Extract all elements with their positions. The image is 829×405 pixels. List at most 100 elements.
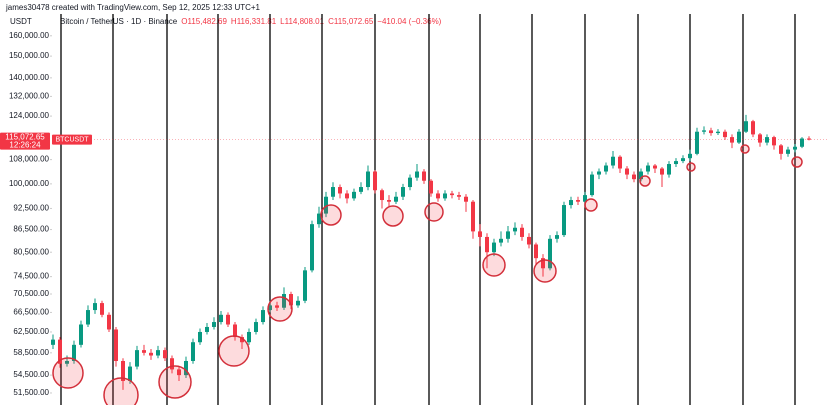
candle-body [639, 171, 643, 180]
candle-body [65, 360, 69, 364]
candle-body [436, 193, 440, 199]
candle-body [366, 171, 370, 188]
candle-body [107, 314, 111, 330]
candle-body [534, 244, 538, 259]
candle-body [79, 324, 83, 345]
candle-body [170, 358, 174, 370]
candle-body [611, 156, 615, 166]
low: L114,808.01 [280, 17, 325, 26]
candle-body [590, 174, 594, 196]
circle-annotation [740, 144, 750, 154]
y-tick-label: 92,500.00 [13, 204, 49, 213]
candle-body [352, 191, 356, 199]
y-tick-label: 80,500.00 [13, 247, 49, 256]
high: H116,331.81 [230, 17, 277, 26]
candle-body [772, 137, 776, 146]
candle-body [800, 138, 804, 147]
symbol-tag-box [52, 134, 92, 145]
circle-annotation [639, 175, 651, 187]
candle-body [723, 131, 727, 138]
candle-body [268, 305, 272, 311]
candle-body [555, 235, 559, 239]
circle-annotation [424, 202, 444, 222]
candle-body [478, 231, 482, 237]
candle-body [254, 322, 258, 332]
circle-annotation [482, 253, 506, 277]
candle-body [597, 171, 601, 175]
symbol: Bitcoin / TetherUS · 1D · Binance [60, 17, 178, 26]
candle-body [86, 310, 90, 325]
legend-row: Bitcoin / TetherUS · 1D · Binance O115,4… [60, 17, 441, 26]
candle-body [541, 258, 545, 269]
circle-annotation [267, 296, 293, 322]
candle-body [177, 369, 181, 376]
candle-body [142, 350, 146, 353]
candle-body [443, 193, 447, 199]
y-tick-label: 150,000.00 [9, 51, 50, 60]
candle-body [296, 300, 300, 306]
y-tick-label: 132,000.00 [9, 92, 50, 101]
candle-body [58, 339, 62, 364]
candle-body [387, 200, 391, 202]
candle-body [415, 171, 419, 178]
candle-body [163, 350, 167, 359]
candle-body [513, 227, 517, 232]
candle-body [688, 153, 692, 159]
countdown: 12:26:24 [9, 141, 41, 150]
y-tick-label: 124,000.00 [9, 111, 50, 120]
close: C115,072.65 [328, 17, 374, 26]
candle-body [198, 331, 202, 343]
candle-body [114, 329, 118, 361]
candle-body [506, 231, 510, 239]
candle-body [716, 131, 720, 134]
candle-body [128, 366, 132, 381]
candle-body [317, 213, 321, 225]
candle-body [310, 224, 314, 271]
circle-annotation [320, 204, 342, 226]
circle-annotation [791, 156, 803, 168]
candle-body [345, 193, 349, 199]
candle-body [247, 331, 251, 343]
circle-annotation [103, 377, 139, 405]
candle-body [226, 314, 230, 325]
candle-body [51, 339, 55, 345]
candle-body [338, 187, 342, 194]
candle-body [394, 196, 398, 202]
y-tick-label: 86,500.00 [13, 225, 49, 234]
candle-body [744, 121, 748, 132]
open: O115,482.69 [181, 17, 227, 26]
candle-body [401, 187, 405, 197]
candle-body [429, 180, 433, 194]
candle-body [709, 130, 713, 134]
candle-body [303, 270, 307, 301]
candle-body [751, 121, 755, 135]
candle-body [520, 227, 524, 237]
candle-body [632, 174, 636, 180]
candle-body [149, 352, 153, 356]
candle-body [681, 158, 685, 162]
y-tick-label: 54,500.00 [13, 370, 49, 379]
candle-body [191, 342, 195, 361]
candle-body [373, 171, 377, 191]
circle-annotation [158, 365, 192, 399]
circle-annotation [382, 205, 404, 227]
candle-body [261, 310, 265, 323]
candle-body [156, 350, 160, 356]
candle-body [422, 171, 426, 181]
candle-body [499, 238, 503, 243]
price-label-box [0, 132, 50, 150]
candle-body [786, 149, 790, 154]
candle-body [380, 190, 384, 201]
y-tick-label: 58,500.00 [13, 348, 49, 357]
y-tick-label: 66,500.00 [13, 308, 49, 317]
price-label: 115,072.65 [5, 133, 45, 142]
circle-annotation [584, 198, 598, 212]
y-tick-label: 140,000.00 [9, 73, 50, 82]
candle-body [667, 164, 671, 175]
candle-body [93, 303, 97, 311]
candle-body [625, 168, 629, 175]
candle-body [730, 137, 734, 143]
candle-body [674, 161, 678, 165]
